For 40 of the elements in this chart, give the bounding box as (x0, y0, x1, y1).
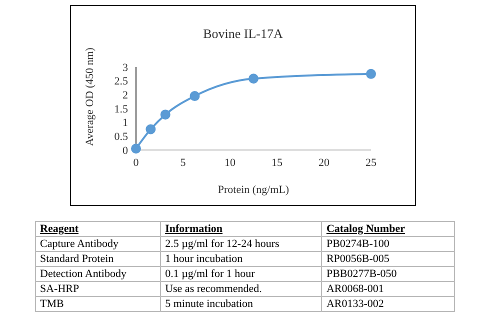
text: 1 hour incubation (160, 252, 322, 266)
y-tick-label: 2.5 (114, 76, 128, 88)
y-tick-label: 2 (122, 90, 128, 102)
y-tick-label: 1.5 (114, 103, 128, 116)
x-tick-label: 15 (272, 156, 283, 169)
y-tick-label: 1 (122, 117, 128, 130)
point (131, 144, 141, 154)
text: PB0274B-100 (322, 236, 454, 252)
text: Reagent (36, 222, 161, 236)
x-tick-label: 10 (224, 156, 236, 169)
x-axis-title: Protein (ng/mL) (216, 184, 290, 196)
x-tick-label: 25 (366, 156, 377, 169)
text: Standard Protein (36, 252, 161, 266)
y-axis-title: Average OD (450 nm) (84, 48, 96, 146)
text: PBB0277B-050 (322, 266, 454, 282)
text: AR0133-002 (322, 296, 454, 312)
text: 2.5 µg/ml for 12-24 hours (160, 236, 322, 252)
y-tick-label: 0 (122, 144, 128, 157)
text: Use as recommended. (160, 282, 322, 296)
text: SA-HRP (36, 282, 161, 296)
point (248, 74, 258, 84)
text: AR0068-001 (322, 282, 454, 296)
y-tick-label: 0.5 (114, 131, 128, 144)
point (146, 124, 156, 134)
x-tick-label: 0 (133, 156, 140, 169)
text: Catalog Number (322, 222, 454, 236)
y-tick-label: 3 (122, 62, 128, 74)
text: TMB (36, 296, 161, 312)
x-tick-label: 20 (318, 156, 330, 169)
text: RP0056B-005 (322, 252, 454, 266)
text: Detection Antibody (36, 266, 161, 282)
chart-title: Bovine IL-17A (202, 26, 284, 42)
text: Information (160, 222, 322, 236)
point (160, 110, 170, 120)
text: 0.1 µg/ml for 1 hour (160, 266, 322, 282)
text: Capture Antibody (36, 236, 161, 252)
point (366, 68, 376, 79)
text: 5 minute incubation (160, 296, 322, 312)
point (190, 91, 200, 102)
x-tick-label: 5 (180, 156, 186, 169)
